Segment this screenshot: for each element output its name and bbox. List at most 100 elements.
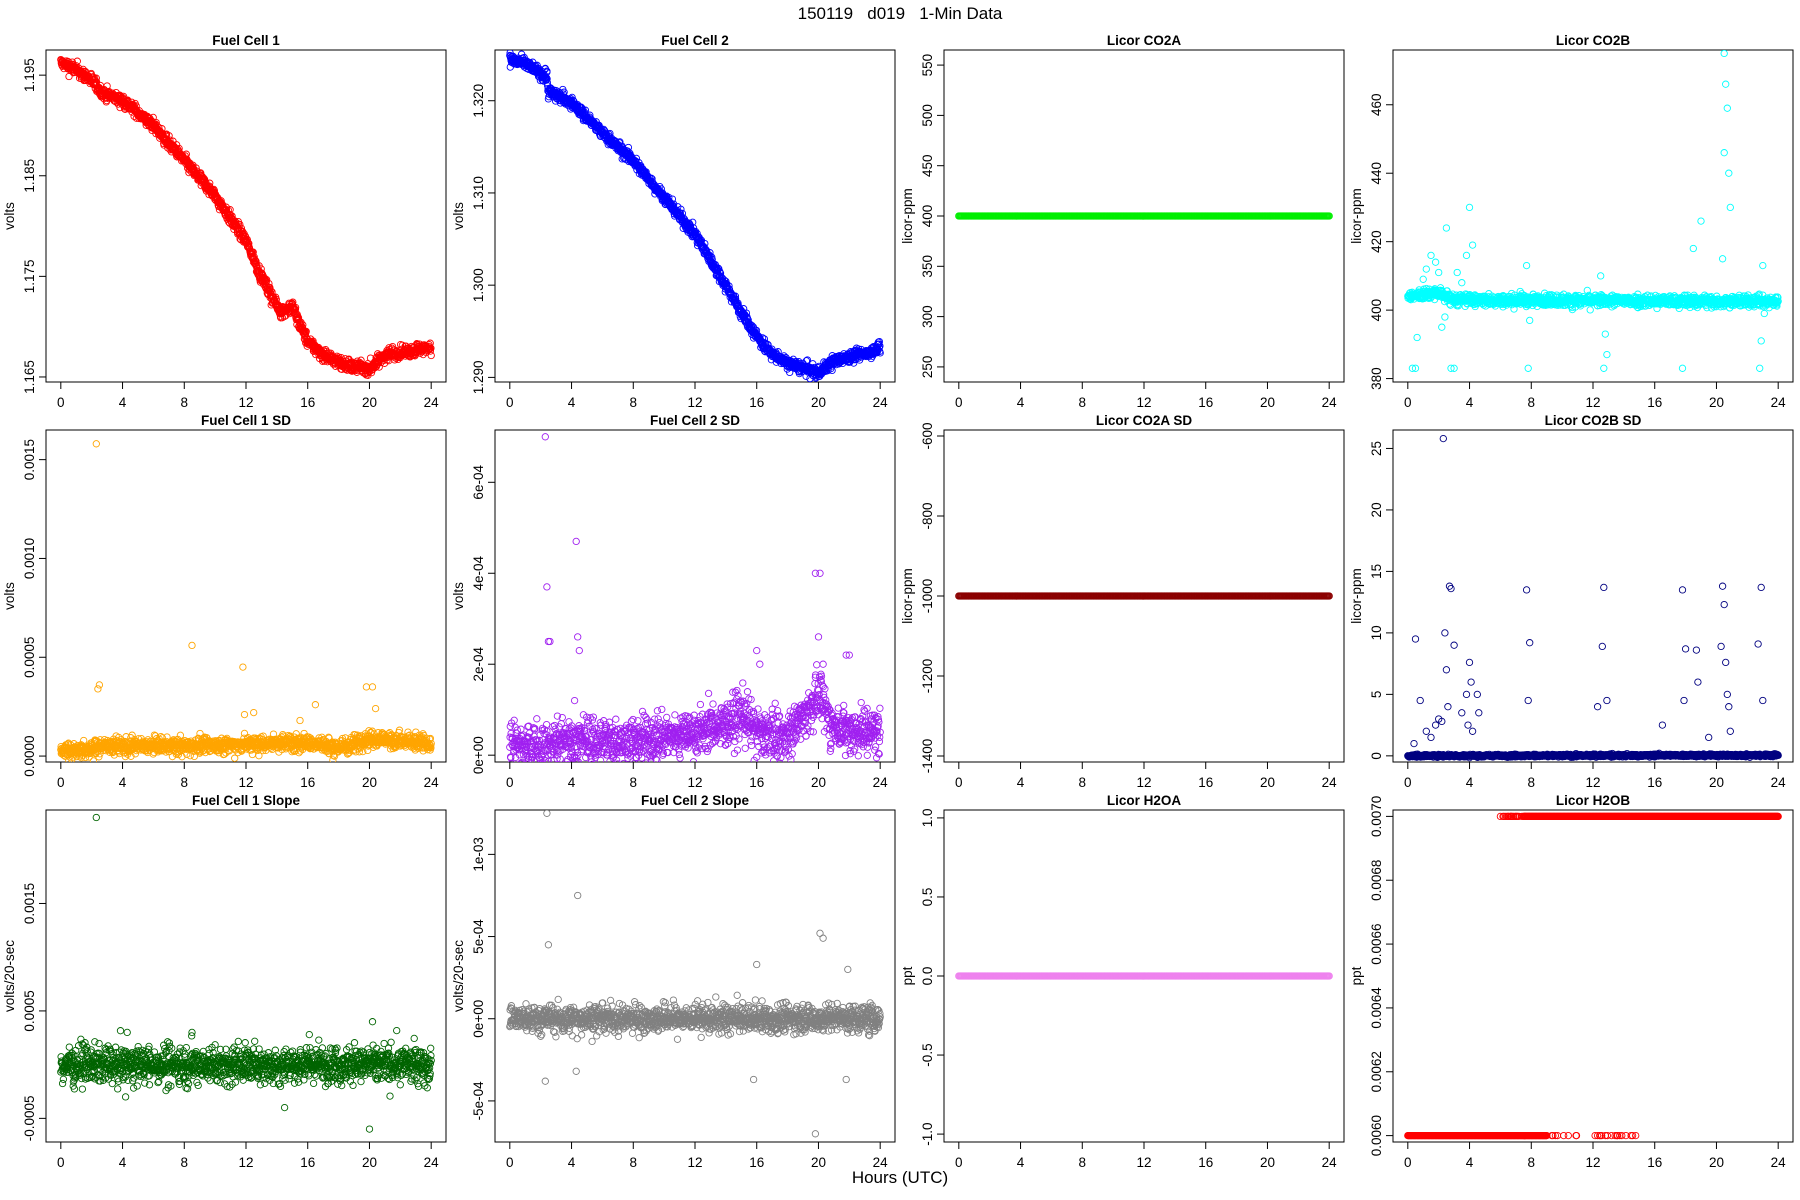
data-point (425, 340, 433, 349)
data-point (265, 279, 273, 288)
panel-1: Fuel Cell 10 4 8 12 16 20 241.1651.1751.1851.1… (2, 33, 447, 410)
y-tick-label: 350 (920, 255, 935, 278)
panel-title: Fuel Cell 1 (212, 33, 280, 48)
data-point (760, 335, 769, 343)
x-tick-label: 4 (119, 395, 127, 410)
data-point (676, 209, 684, 217)
data-point (1759, 261, 1767, 270)
data-point (426, 347, 435, 355)
data-point (725, 285, 734, 294)
data-point (744, 316, 752, 324)
data-point (300, 327, 308, 335)
data-point (1325, 212, 1333, 220)
y-tick-label: 1.185 (22, 159, 37, 193)
data-point (1756, 364, 1764, 372)
data-point (828, 366, 836, 375)
x-tick-label: 12 (1136, 395, 1151, 410)
x-tick-label: 16 (749, 395, 764, 410)
figure-title: 150119 d019 1-Min Data (797, 4, 1003, 23)
x-tick-label: 24 (1771, 395, 1787, 410)
y-tick-label: 1.310 (471, 176, 486, 210)
x-tick-label: 24 (424, 395, 440, 410)
x-tick-label: 8 (181, 395, 189, 410)
y-tick-label: 1.290 (471, 360, 486, 394)
data-point (1419, 275, 1427, 283)
data-point (1720, 149, 1728, 157)
x-tick-label: 4 (568, 395, 576, 410)
data-point (1413, 333, 1421, 342)
y-tick-label: 550 (920, 54, 935, 77)
data-point (1453, 268, 1461, 277)
data-point (706, 249, 714, 257)
x-tick-label: 20 (1709, 395, 1724, 410)
data-point (875, 340, 883, 348)
data-point (543, 67, 551, 75)
y-tick-label: 1.175 (22, 259, 37, 293)
data-point (362, 371, 371, 379)
x-tick-label: 0 (57, 775, 65, 790)
data-point (1726, 203, 1734, 212)
y-tick-label: 440 (1369, 162, 1384, 185)
data-point (1697, 217, 1705, 225)
data-point (1757, 337, 1765, 345)
data-points (1404, 50, 1782, 372)
data-point (1422, 265, 1430, 273)
data-point (165, 132, 173, 140)
data-point (742, 309, 751, 317)
data-point (245, 239, 253, 248)
data-point (1441, 313, 1449, 321)
data-point (172, 141, 181, 149)
data-points (57, 55, 435, 379)
data-point (1443, 287, 1451, 295)
data-point (158, 125, 166, 133)
data-point (291, 303, 300, 312)
data-point (701, 239, 709, 248)
data-point (876, 349, 884, 357)
data-point (266, 283, 274, 292)
data-point (1774, 293, 1782, 302)
data-point (206, 179, 214, 187)
y-tick-label: 500 (920, 104, 935, 127)
data-point (280, 312, 288, 321)
data-point (677, 205, 685, 213)
data-point (268, 288, 276, 296)
data-point (92, 74, 100, 82)
data-point (1760, 309, 1768, 318)
data-point (1600, 364, 1608, 372)
panel-title: Fuel Cell 1 SD (201, 413, 291, 428)
y-axis-label: volts (2, 202, 17, 230)
data-point (1718, 255, 1727, 263)
data-point (1526, 316, 1534, 325)
x-tick-label: 20 (811, 395, 826, 410)
data-point (716, 269, 725, 277)
data-point (1774, 298, 1782, 306)
data-point (623, 147, 632, 155)
data-point (95, 86, 104, 94)
x-tick-label: 8 (181, 775, 189, 790)
data-point (1450, 364, 1458, 372)
data-point (1447, 364, 1455, 372)
x-tick-label: 0 (57, 395, 65, 410)
y-tick-label: 460 (1369, 93, 1384, 116)
data-point (1774, 297, 1782, 305)
data-point (1468, 241, 1477, 249)
x-tick-label: 12 (687, 395, 702, 410)
x-tick-label: 8 (1528, 395, 1536, 410)
data-point (1435, 268, 1443, 277)
plot-frame (1392, 49, 1794, 383)
data-point (224, 206, 233, 215)
x-tick-label: 12 (1585, 395, 1600, 410)
data-point (1689, 244, 1697, 253)
data-point (642, 168, 650, 176)
panel-title: Licor CO2A (1107, 33, 1182, 48)
x-tick-label: 0 (955, 395, 963, 410)
x-tick-label: 8 (630, 395, 638, 410)
y-tick-label: 0.0005 (22, 637, 37, 678)
y-tick-label: 400 (920, 205, 935, 228)
x-tick-label: 24 (873, 395, 889, 410)
y-tick-label: 1.165 (22, 360, 37, 394)
data-point (1601, 330, 1609, 338)
y-tick-label: 300 (920, 305, 935, 328)
x-axis-caption: Hours (UTC) (851, 1168, 949, 1187)
